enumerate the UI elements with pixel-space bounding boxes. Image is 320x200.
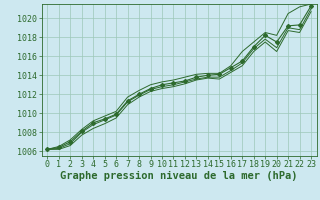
X-axis label: Graphe pression niveau de la mer (hPa): Graphe pression niveau de la mer (hPa) bbox=[60, 171, 298, 181]
